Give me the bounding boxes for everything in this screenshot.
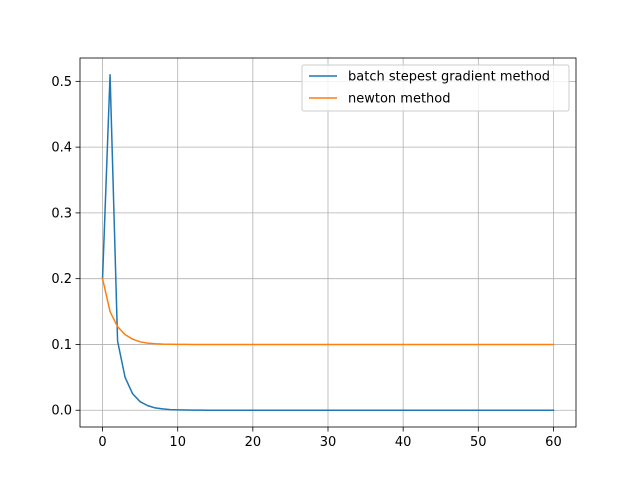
x-axis: 0 10 20 30 40 50 60 bbox=[98, 427, 562, 450]
series-line-batch-stepest-gradient-method bbox=[101, 74, 555, 411]
x-tick-label: 40 bbox=[395, 435, 412, 450]
y-tick-label: 0.4 bbox=[51, 141, 72, 156]
y-axis: 0.0 0.1 0.2 0.3 0.4 0.5 bbox=[51, 75, 80, 419]
x-tick-label: 50 bbox=[470, 435, 487, 450]
y-tick-label: 0.2 bbox=[51, 272, 72, 287]
legend-label-newton-method: newton method bbox=[348, 92, 451, 107]
series-line-newton-method bbox=[101, 277, 555, 346]
y-tick-label: 0.1 bbox=[51, 338, 72, 353]
legend: batch stepest gradient method newton met… bbox=[301, 64, 570, 112]
x-tick-label: 0 bbox=[98, 435, 106, 450]
x-tick-label: 30 bbox=[320, 435, 337, 450]
y-tick-label: 0.3 bbox=[51, 206, 72, 221]
x-tick-label: 10 bbox=[169, 435, 186, 450]
x-tick-label: 20 bbox=[245, 435, 262, 450]
y-tick-label: 0.5 bbox=[51, 75, 72, 90]
y-tick-label: 0.0 bbox=[51, 404, 72, 419]
legend-label-batch-stepest-gradient-method: batch stepest gradient method bbox=[348, 70, 550, 85]
series-layer bbox=[101, 74, 555, 411]
legend-box bbox=[301, 64, 570, 112]
x-tick-label: 60 bbox=[545, 435, 562, 450]
